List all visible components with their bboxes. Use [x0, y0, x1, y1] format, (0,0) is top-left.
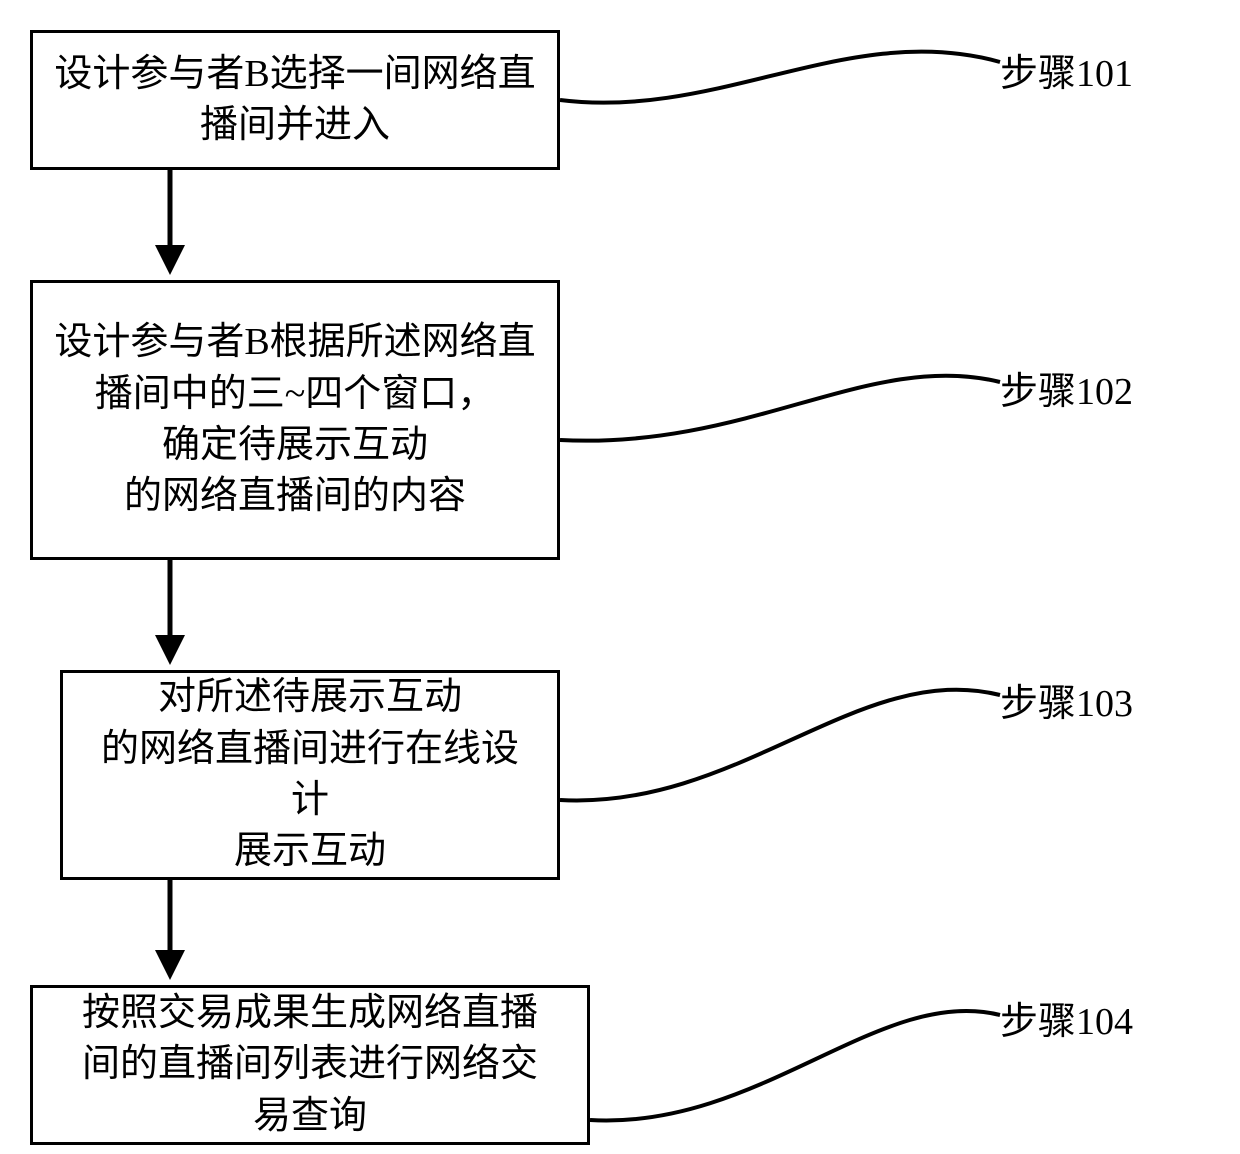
step102-line1: 设计参与者B根据所述网络直	[54, 321, 535, 363]
step104-line1: 按照交易成果生成网络直播	[82, 992, 538, 1034]
step103-line3: 展示互动	[234, 830, 386, 872]
step102-line3: 确定待展示互动	[162, 424, 428, 466]
conn-101	[560, 52, 1000, 103]
step103-line2: 的网络直播间进行在线设计	[101, 728, 519, 821]
conn-104	[590, 1011, 1000, 1121]
step101-line2: 播间并进入	[200, 104, 390, 146]
step103-box: 对所述待展示互动 的网络直播间进行在线设计 展示互动	[60, 670, 560, 880]
conn-102	[560, 376, 1000, 441]
step101-line1: 设计参与者B选择一间网络直	[54, 53, 535, 95]
step103-label: 步骤103	[1000, 672, 1133, 727]
step103-line1: 对所述待展示互动	[158, 676, 462, 718]
step104-box: 按照交易成果生成网络直播 间的直播间列表进行网络交 易查询	[30, 985, 590, 1145]
svg-overlay	[0, 0, 1240, 1154]
step102-box: 设计参与者B根据所述网络直 播间中的三~四个窗口， 确定待展示互动 的网络直播间…	[30, 280, 560, 560]
conn-103	[560, 690, 1000, 801]
step102-line2: 播间中的三~四个窗口，	[95, 373, 496, 415]
step104-label: 步骤104	[1000, 990, 1133, 1045]
diagram-canvas: 设计参与者B选择一间网络直 播间并进入 设计参与者B根据所述网络直 播间中的三~…	[0, 0, 1240, 1154]
step102-line4: 的网络直播间的内容	[124, 475, 466, 517]
step102-label: 步骤102	[1000, 360, 1133, 415]
step101-label: 步骤101	[1000, 42, 1133, 97]
step101-box: 设计参与者B选择一间网络直 播间并进入	[30, 30, 560, 170]
step104-line3: 易查询	[253, 1095, 367, 1137]
step104-line2: 间的直播间列表进行网络交	[82, 1043, 538, 1085]
